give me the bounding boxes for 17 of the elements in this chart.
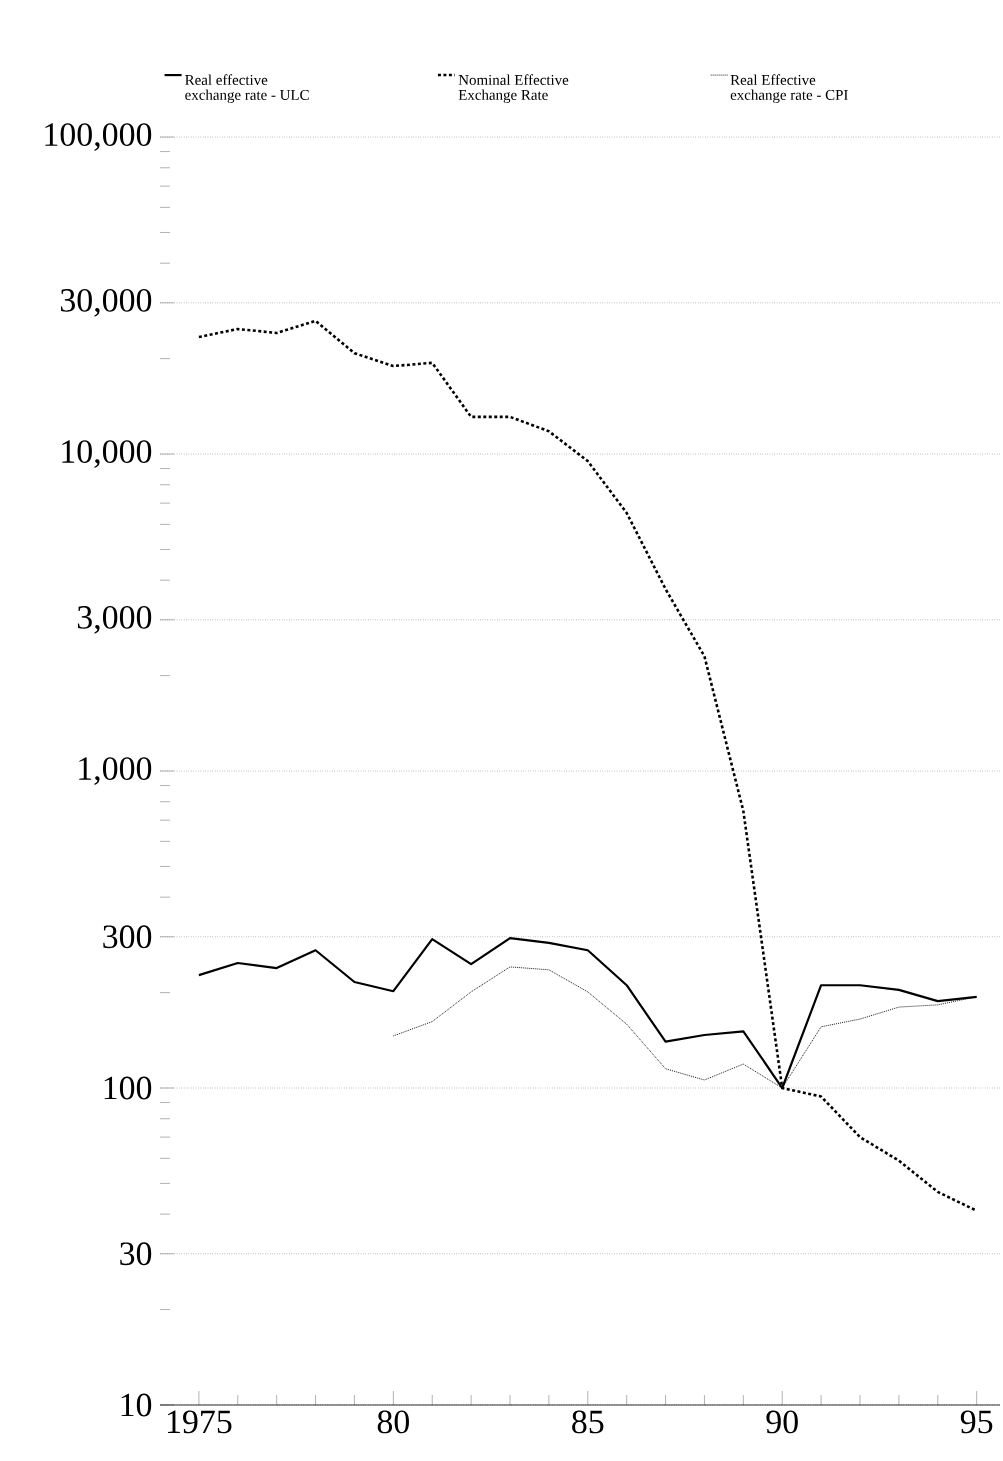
x-tick-label: 95 (960, 1410, 993, 1434)
y-tick-label: 1,000 (79, 757, 152, 785)
y-tick-label: 100 (104, 1076, 152, 1100)
x-tick-label: 90 (766, 1410, 798, 1434)
legend-label: Real effective exchange rate - ULC (185, 74, 309, 103)
legend-label: Real Effective exchange rate - CPI (730, 74, 848, 103)
y-tick-label: 30,000 (60, 288, 152, 317)
y-tick-label: 10 (121, 1393, 152, 1417)
y-tick-label: 3,000 (77, 605, 152, 634)
x-tick-label: 80 (377, 1410, 409, 1434)
y-tick-label: 10,000 (62, 440, 152, 468)
x-tick-label: 85 (572, 1410, 604, 1434)
x-tick-label: 1975 (168, 1410, 232, 1434)
legend-label: Nominal Effective Exchange Rate (458, 74, 569, 103)
y-tick-label: 300 (103, 925, 152, 949)
y-tick-label: 30 (120, 1242, 152, 1266)
y-tick-label: 100,000 (45, 123, 152, 151)
